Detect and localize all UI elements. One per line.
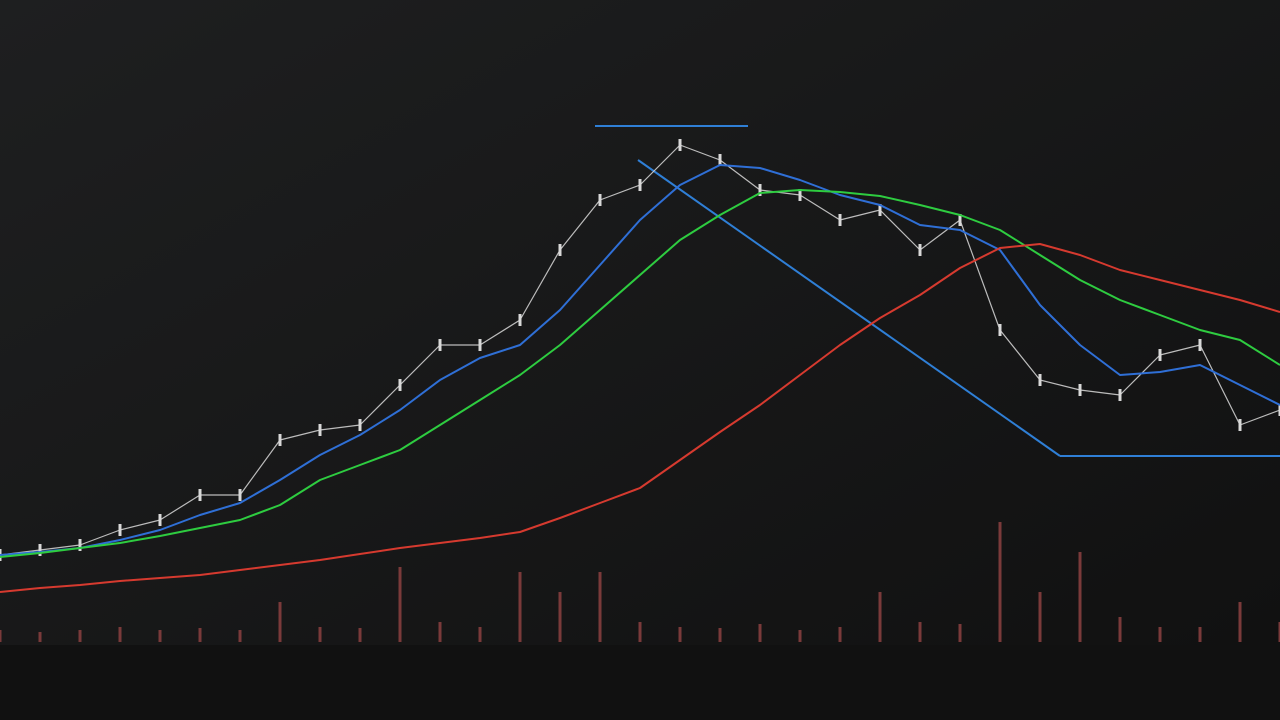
volume-bar [1158, 627, 1162, 642]
volume-bar [598, 572, 602, 642]
volume-bar [558, 592, 562, 642]
volume-bar [838, 627, 842, 642]
volume-bar [158, 630, 162, 642]
trend-line [637, 159, 1061, 457]
volume-bar [1278, 622, 1280, 642]
price-tick [1118, 389, 1122, 401]
volume-bar [1198, 627, 1202, 642]
volume-bar [758, 624, 762, 642]
price-tick [558, 244, 562, 256]
volume-bar [958, 624, 962, 642]
price-tick [478, 339, 482, 351]
price-tick [278, 434, 282, 446]
volume-bar [638, 622, 642, 642]
price-tick [1158, 349, 1162, 361]
volume-bar [518, 572, 522, 642]
price-tick [398, 379, 402, 391]
volume-floor [0, 645, 1280, 720]
volume-bar [1238, 602, 1242, 642]
price-tick [158, 514, 162, 526]
price-tick [998, 324, 1002, 336]
price-tick [878, 204, 882, 216]
price-tick [958, 214, 962, 226]
volume-bar [438, 622, 442, 642]
price-tick [238, 489, 242, 501]
price-tick [838, 214, 842, 226]
volume-bar [1038, 592, 1042, 642]
price-tick [1278, 404, 1280, 416]
volume-bar [798, 630, 802, 642]
price-tick [358, 419, 362, 431]
volume-bar [358, 628, 362, 642]
volume-bar [718, 628, 722, 642]
volume-bar [318, 627, 322, 642]
price-tick [1198, 339, 1202, 351]
price-tick [1038, 374, 1042, 386]
price-tick [118, 524, 122, 536]
volume-bar [1078, 552, 1082, 642]
series-line [0, 189, 1280, 558]
price-tick [198, 489, 202, 501]
price-tick [38, 544, 42, 556]
series-line [0, 164, 1280, 556]
volume-bar [118, 627, 122, 642]
volume-bar [678, 627, 682, 642]
price-tick [518, 314, 522, 326]
series-line [0, 243, 1280, 593]
price-tick [1238, 419, 1242, 431]
volume-bar [0, 630, 2, 642]
price-tick [598, 194, 602, 206]
price-tick [718, 154, 722, 166]
price-tick [438, 339, 442, 351]
volume-bar [878, 592, 882, 642]
price-tick [678, 139, 682, 151]
price-tick [758, 184, 762, 196]
price-tick [78, 539, 82, 551]
price-tick [798, 189, 802, 201]
volume-bar [1118, 617, 1122, 642]
volume-bar [78, 630, 82, 642]
volume-bar [38, 632, 42, 642]
volume-bar [278, 602, 282, 642]
price-tick [318, 424, 322, 436]
volume-bar [478, 627, 482, 642]
price-tick [918, 244, 922, 256]
volume-bar [998, 522, 1002, 642]
volume-bar [238, 630, 242, 642]
volume-bar [918, 622, 922, 642]
price-tick [1078, 384, 1082, 396]
volume-bar [398, 567, 402, 642]
volume-bar [198, 628, 202, 642]
price-tick [638, 179, 642, 191]
